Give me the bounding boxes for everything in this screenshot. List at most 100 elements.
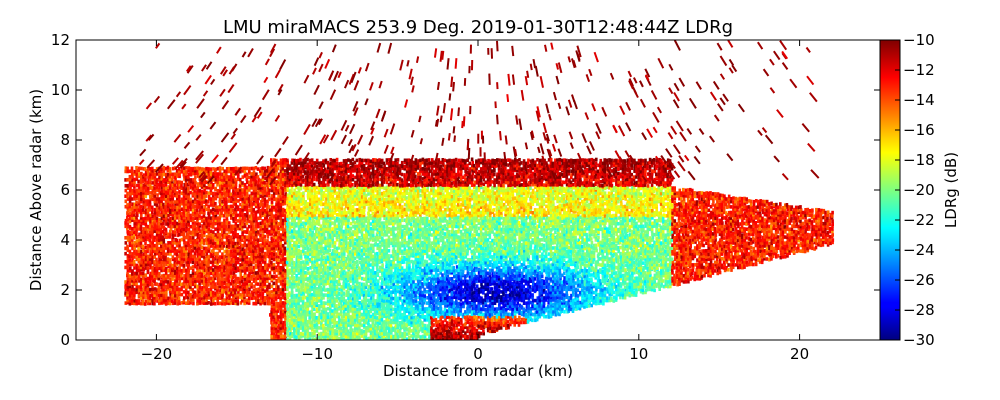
ldr-pixel bbox=[306, 307, 310, 311]
ldr-pixel bbox=[151, 243, 155, 248]
ldr-pixel bbox=[144, 249, 147, 254]
ldr-pixel bbox=[133, 293, 136, 297]
ldr-pixel bbox=[335, 249, 339, 254]
ldr-pixel bbox=[317, 197, 321, 202]
ldr-pixel bbox=[171, 216, 175, 220]
ldr-pixel bbox=[176, 216, 179, 220]
ldr-pixel bbox=[131, 284, 134, 289]
ldr-pixel bbox=[187, 207, 190, 211]
ldr-pixel bbox=[128, 296, 132, 300]
ldr-pixel bbox=[157, 284, 161, 289]
ldr-pixel bbox=[160, 288, 163, 292]
ldr-pixel bbox=[292, 285, 296, 289]
ldr-pixel bbox=[162, 300, 166, 305]
ldr-pixel bbox=[150, 232, 154, 237]
ldr-pixel bbox=[138, 279, 141, 283]
ldr-pixel bbox=[169, 227, 173, 232]
ldr-pixel bbox=[137, 276, 141, 281]
ldr-pixel bbox=[218, 277, 221, 281]
ldr-pixel bbox=[165, 257, 168, 262]
ldr-pixel bbox=[288, 231, 292, 235]
ldr-pixel bbox=[304, 251, 307, 255]
ldr-pixel bbox=[286, 307, 289, 311]
ldr-pixel bbox=[194, 175, 197, 179]
ldr-pixel bbox=[346, 224, 350, 229]
ldr-pixel bbox=[148, 224, 152, 228]
ldr-pixel bbox=[174, 221, 177, 225]
ldr-pixel bbox=[270, 261, 273, 265]
ldr-pixel bbox=[187, 290, 190, 295]
ldr-pixel bbox=[185, 257, 188, 262]
ldr-pixel bbox=[135, 301, 138, 306]
ldr-pixel bbox=[277, 161, 280, 165]
ldr-pixel bbox=[313, 232, 317, 237]
ldr-pixel bbox=[340, 207, 343, 211]
ldr-pixel bbox=[146, 213, 150, 218]
ldr-pixel bbox=[196, 226, 200, 231]
ldr-pixel bbox=[241, 279, 244, 284]
ldr-pixel bbox=[153, 296, 156, 300]
ldr-pixel bbox=[153, 266, 157, 271]
ldr-pixel bbox=[245, 192, 249, 196]
ldr-pixel bbox=[180, 292, 184, 297]
ldr-pixel bbox=[168, 258, 172, 262]
ldr-pixel bbox=[128, 174, 132, 179]
ldr-pixel bbox=[306, 247, 310, 251]
ldr-pixel bbox=[167, 224, 170, 228]
ldr-pixel bbox=[184, 235, 188, 240]
ldr-pixel bbox=[141, 274, 145, 278]
ldr-pixel bbox=[167, 194, 170, 198]
ldr-pixel bbox=[241, 211, 244, 215]
ldr-pixel bbox=[185, 254, 188, 259]
ldr-pixel bbox=[182, 232, 185, 237]
ldr-pixel bbox=[335, 157, 339, 162]
ldr-pixel bbox=[135, 290, 138, 295]
ldr-pixel bbox=[236, 299, 239, 303]
ldr-pixel bbox=[148, 180, 152, 185]
ldr-pixel bbox=[268, 270, 272, 275]
ldr-pixel bbox=[162, 205, 166, 209]
ldr-pixel bbox=[138, 240, 141, 245]
ldr-pixel bbox=[267, 197, 271, 202]
ldr-pixel bbox=[177, 296, 181, 301]
ldr-pixel bbox=[129, 186, 132, 191]
ldr-pixel bbox=[165, 262, 168, 267]
ldr-pixel bbox=[317, 332, 321, 336]
ldr-pixel bbox=[135, 227, 139, 232]
ldr-pixel bbox=[218, 255, 222, 259]
ldr-pixel bbox=[324, 260, 328, 265]
ldr-pixel bbox=[153, 207, 157, 212]
ldr-pixel bbox=[263, 166, 267, 171]
ldr-pixel bbox=[194, 221, 197, 225]
ldr-pixel bbox=[166, 232, 170, 237]
ldr-pixel bbox=[150, 224, 154, 228]
ldr-pixel bbox=[254, 216, 258, 221]
ldr-pixel bbox=[194, 168, 197, 173]
ldr-pixel bbox=[177, 169, 181, 174]
ldr-pixel bbox=[154, 287, 157, 291]
ldr-pixel bbox=[137, 299, 141, 303]
ldr-pixel bbox=[173, 191, 177, 196]
ldr-pixel bbox=[196, 279, 199, 283]
ldr-pixel bbox=[135, 299, 138, 303]
ldr-pixel bbox=[194, 260, 197, 264]
ldr-pixel bbox=[205, 293, 208, 297]
ldr-pixel bbox=[173, 257, 177, 261]
ldr-pixel bbox=[135, 274, 138, 278]
ldr-pixel bbox=[175, 284, 179, 288]
ldr-pixel bbox=[137, 246, 140, 251]
ldr-pixel bbox=[133, 182, 136, 187]
ldr-pixel bbox=[135, 265, 139, 270]
ldr-pixel bbox=[301, 326, 305, 330]
ldr-pixel bbox=[142, 252, 146, 256]
ldr-pixel bbox=[166, 274, 170, 278]
ldr-pixel bbox=[166, 280, 170, 284]
ldr-pixel bbox=[228, 189, 231, 193]
ldr-pixel bbox=[140, 197, 143, 201]
ldr-pixel bbox=[196, 210, 199, 215]
ldr-pixel bbox=[162, 191, 166, 196]
ldr-pixel bbox=[153, 210, 157, 215]
ldr-pixel bbox=[160, 248, 163, 252]
ldr-pixel bbox=[225, 249, 228, 254]
ldr-pixel bbox=[128, 232, 132, 236]
